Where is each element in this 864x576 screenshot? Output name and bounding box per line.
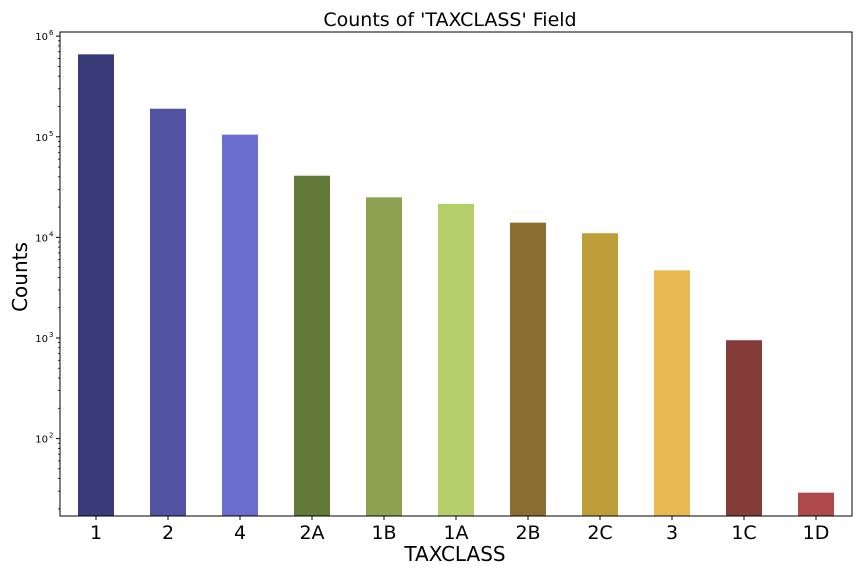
x-tick-label: 3: [666, 522, 678, 544]
bar-1a: [438, 203, 474, 517]
chart-title: Counts of 'TAXCLASS' Field: [323, 9, 576, 31]
x-tick-label: 1B: [371, 522, 396, 544]
y-tick-label: 10: [35, 435, 48, 446]
y-tick-label: 10: [35, 133, 48, 144]
y-tick-exponent: 2: [49, 432, 53, 440]
y-tick-exponent: 3: [49, 331, 53, 339]
x-tick-label: 1D: [803, 522, 830, 544]
x-tick-label: 1: [90, 522, 102, 544]
x-axis-label: TAXCLASS: [403, 542, 505, 566]
y-tick-exponent: 6: [49, 29, 54, 37]
x-tick-label: 2B: [515, 522, 540, 544]
bar-4: [222, 134, 258, 516]
x-tick-label: 2C: [587, 522, 612, 544]
bar-2: [150, 108, 186, 516]
bar-1c: [726, 340, 762, 516]
x-tick-label: 2A: [299, 522, 324, 544]
bar-2a: [294, 175, 330, 517]
axes-frame: [59, 31, 853, 517]
y-tick-label: 10: [35, 334, 48, 345]
x-tick-label: 1C: [731, 522, 756, 544]
bar-3: [654, 270, 690, 516]
y-tick-exponent: 5: [49, 130, 53, 138]
y-tick-label: 10: [35, 233, 48, 244]
x-tick-label: 4: [234, 522, 246, 544]
bar-2c: [582, 233, 618, 516]
bar-1b: [366, 197, 402, 517]
bar-2b: [510, 222, 546, 516]
y-tick-exponent: 4: [49, 230, 54, 238]
bar-1d: [798, 492, 834, 516]
x-tick-label: 1A: [443, 522, 468, 544]
x-tick-label: 2: [162, 522, 174, 544]
y-tick-label: 10: [35, 32, 48, 43]
bar-1: [78, 54, 114, 517]
y-axis-label: Counts: [8, 242, 32, 312]
